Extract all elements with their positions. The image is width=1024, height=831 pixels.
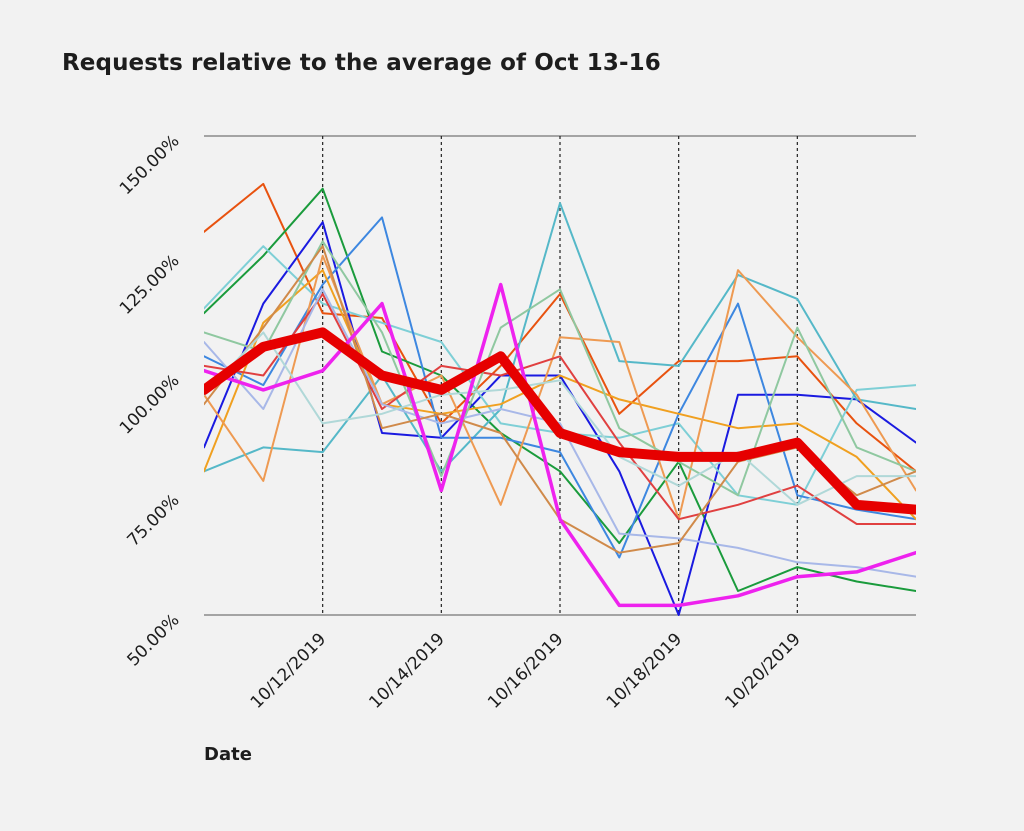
series-line-2: [204, 187, 916, 592]
series-line-5: [204, 202, 916, 473]
series-line-15: [204, 327, 916, 515]
series-line-11: [204, 288, 916, 578]
x-tick-label: 10/20/2019: [721, 629, 804, 712]
y-tick-label: 50.00%: [124, 610, 184, 670]
y-tick-label: 150.00%: [116, 131, 184, 199]
x-tick-label: 10/16/2019: [484, 629, 567, 712]
series-line-8: [204, 254, 916, 521]
x-tick-label: 10/14/2019: [365, 629, 448, 712]
series-line-9: [204, 293, 916, 525]
series-line-13: [204, 331, 916, 506]
chart-title: Requests relative to the average of Oct …: [62, 50, 661, 76]
x-tick-label: 10/12/2019: [247, 629, 330, 712]
series-line-1: [204, 182, 916, 473]
series-line-14: [204, 282, 916, 608]
y-tick-label: 125.00%: [116, 251, 184, 319]
series-line-10: [204, 240, 916, 497]
y-tick-label: 100.00%: [116, 371, 184, 439]
x-axis-label: Date: [204, 744, 252, 765]
series-line-6: [204, 216, 916, 559]
series-line-7: [204, 269, 916, 521]
x-tick-label: 10/18/2019: [603, 629, 686, 712]
y-tick-label: 75.00%: [124, 491, 184, 551]
